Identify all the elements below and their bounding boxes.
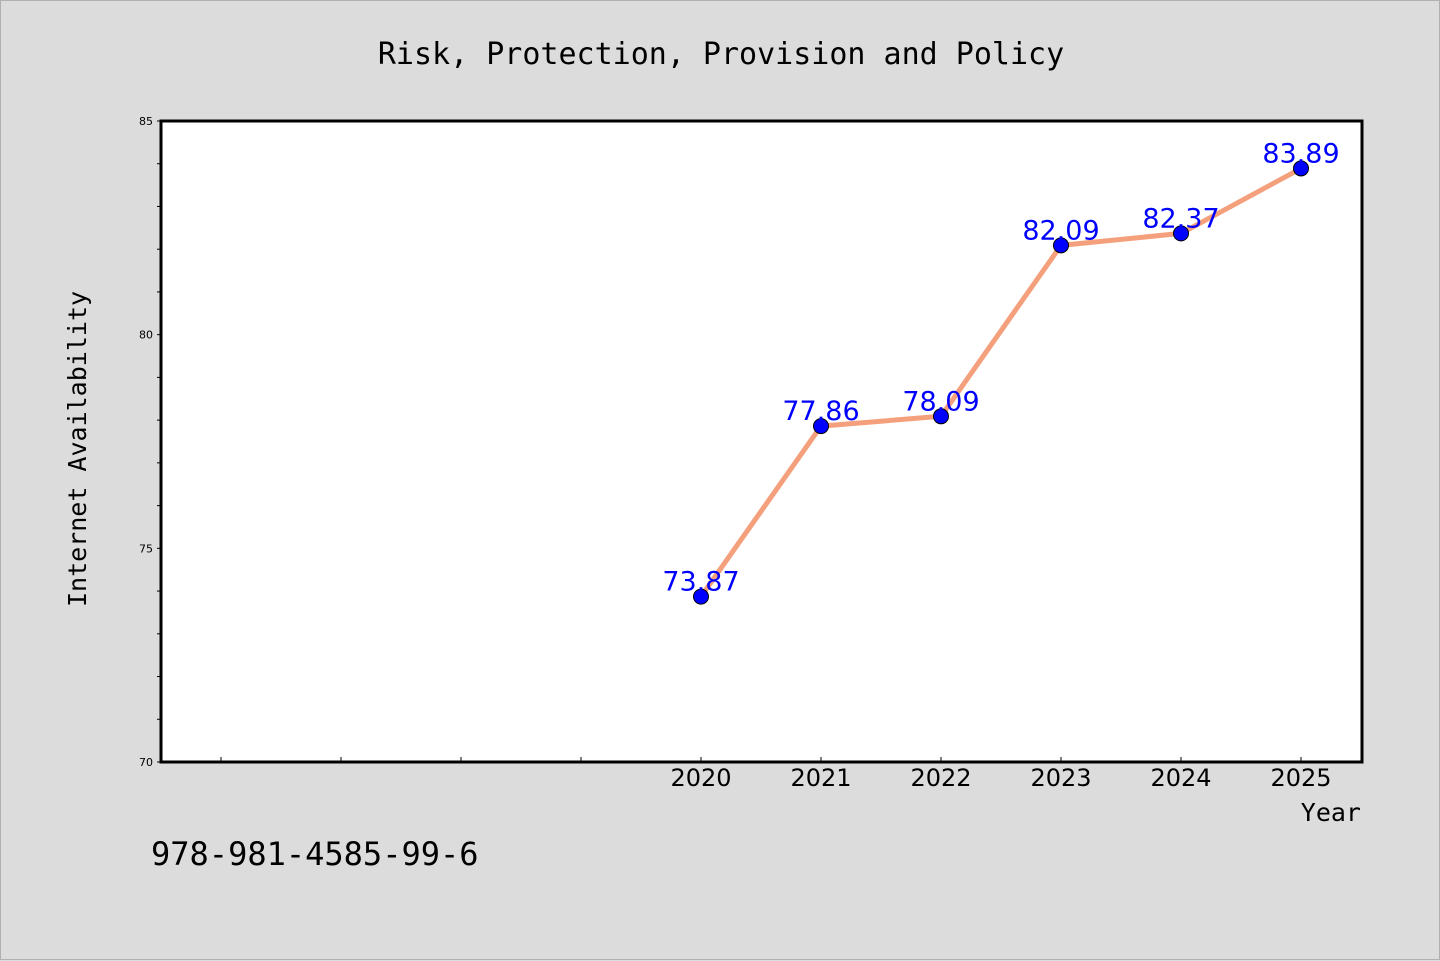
marker-group [693,160,1309,605]
data-point-marker [813,418,829,435]
data-point-marker [693,588,709,605]
data-label: 78.09 [902,386,979,417]
x-axis: 2020 2021 2022 2023 2024 2025 [220,757,1332,792]
data-label: 83.89 [1262,138,1339,169]
x-tick-label: 2022 [910,764,971,792]
data-label: 73.87 [662,567,739,598]
y-tick-label: 85 [139,115,153,128]
data-point-marker [1173,225,1189,242]
x-tick-label: 2024 [1150,764,1211,792]
isbn-text: 978-981-4585-99-6 [151,835,479,873]
x-tick-label: 2020 [670,764,731,792]
y-tick-label: 70 [139,756,153,769]
data-label: 82.09 [1022,215,1099,246]
data-point-marker [1053,237,1069,254]
y-tick-label: 75 [139,542,153,555]
y-axis: 70 75 80 85 [139,115,161,769]
data-point-marker [1293,160,1309,177]
data-label-group: 73.87 77.86 78.09 82.09 82.37 83.89 [662,138,1339,597]
x-tick-label: 2021 [790,764,851,792]
y-axis-title: Internet Availability [63,291,92,607]
y-tick-label: 80 [139,329,153,342]
x-axis-title: Year [1301,798,1361,827]
x-tick-label: 2025 [1270,764,1331,792]
series-line-group [698,166,1303,599]
plot-area [159,119,1364,764]
series-line [698,166,1303,599]
data-label: 77.86 [782,396,859,427]
data-point-marker [933,408,949,425]
x-tick-label: 2023 [1030,764,1091,792]
chart-title: Risk, Protection, Provision and Policy [378,37,1064,72]
data-label: 82.37 [1142,203,1219,234]
